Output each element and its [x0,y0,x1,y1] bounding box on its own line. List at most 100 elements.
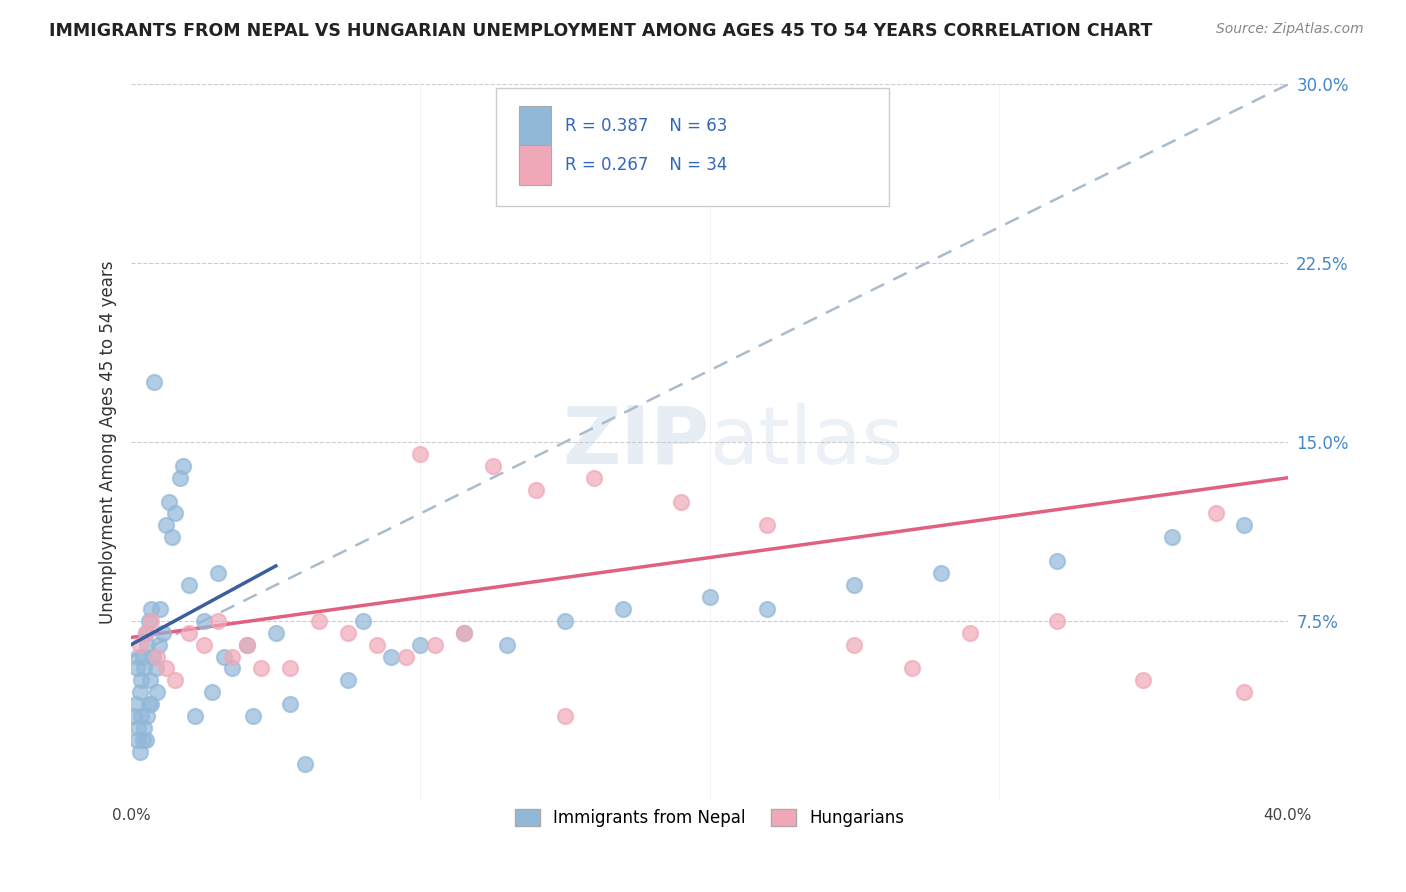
Point [669,494,692,508]
Point [496,638,519,652]
Point [127,649,149,664]
Point [155,661,177,675]
Point [524,483,547,497]
Point [201,685,224,699]
Point [308,614,330,628]
Point [172,458,194,473]
Point [699,590,721,604]
Point [135,625,157,640]
Point [554,614,576,628]
Text: Source: ZipAtlas.com: Source: ZipAtlas.com [1216,22,1364,37]
Point [294,756,316,771]
Point [141,614,163,628]
Point [1233,685,1256,699]
Point [236,638,259,652]
Point [193,638,215,652]
Point [337,625,360,640]
Point [163,507,186,521]
Point [842,578,865,592]
Point [134,721,156,735]
Text: R = 0.387    N = 63: R = 0.387 N = 63 [565,117,727,135]
Point [242,709,264,723]
Point [366,638,388,652]
Point [141,602,163,616]
Point [149,602,172,616]
Point [132,733,155,747]
Point [352,614,374,628]
Text: atlas: atlas [710,403,904,481]
Point [756,602,779,616]
Point [207,614,229,628]
Point [132,649,155,664]
Text: R = 0.267    N = 34: R = 0.267 N = 34 [565,156,727,174]
Point [278,661,301,675]
Point [129,685,152,699]
FancyBboxPatch shape [495,88,889,206]
Point [127,721,149,735]
Point [264,625,287,640]
Point [395,649,418,664]
Point [1233,518,1256,533]
Point [146,685,169,699]
Point [250,661,273,675]
Point [453,625,475,640]
Point [236,638,259,652]
Point [163,673,186,688]
Point [423,638,446,652]
Point [901,661,924,675]
Point [184,709,207,723]
Y-axis label: Unemployment Among Ages 45 to 54 years: Unemployment Among Ages 45 to 54 years [100,260,117,624]
Point [135,733,157,747]
Text: IMMIGRANTS FROM NEPAL VS HUNGARIAN UNEMPLOYMENT AMONG AGES 45 TO 54 YEARS CORREL: IMMIGRANTS FROM NEPAL VS HUNGARIAN UNEMP… [49,22,1153,40]
Point [582,471,605,485]
Legend: Immigrants from Nepal, Hungarians: Immigrants from Nepal, Hungarians [509,803,911,834]
Point [1045,614,1067,628]
Point [207,566,229,580]
Point [1132,673,1154,688]
Point [221,649,243,664]
Point [1161,530,1184,544]
Text: ZIP: ZIP [562,403,710,481]
Point [129,745,152,759]
FancyBboxPatch shape [519,145,551,185]
Point [135,625,157,640]
Point [612,602,634,616]
Point [143,376,166,390]
Point [141,697,163,711]
Point [221,661,243,675]
Point [337,673,360,688]
Point [409,638,432,652]
Point [124,697,146,711]
Point [929,566,952,580]
Point [131,709,153,723]
Point [145,661,167,675]
Point [959,625,981,640]
Point [1045,554,1067,568]
Point [193,614,215,628]
Point [134,661,156,675]
Point [1205,507,1227,521]
Point [177,625,200,640]
Point [125,661,148,675]
Point [138,697,160,711]
Point [129,638,152,652]
Point [157,494,180,508]
Point [278,697,301,711]
Point [554,709,576,723]
Point [138,614,160,628]
Point [122,709,145,723]
Point [380,649,402,664]
Point [131,673,153,688]
Point [177,578,200,592]
Point [136,709,159,723]
FancyBboxPatch shape [519,106,551,145]
Point [699,173,721,187]
Point [160,530,183,544]
Point [481,458,503,473]
Point [842,638,865,652]
Point [453,625,475,640]
Point [142,649,165,664]
Point [212,649,235,664]
Point [136,638,159,652]
Point [169,471,191,485]
